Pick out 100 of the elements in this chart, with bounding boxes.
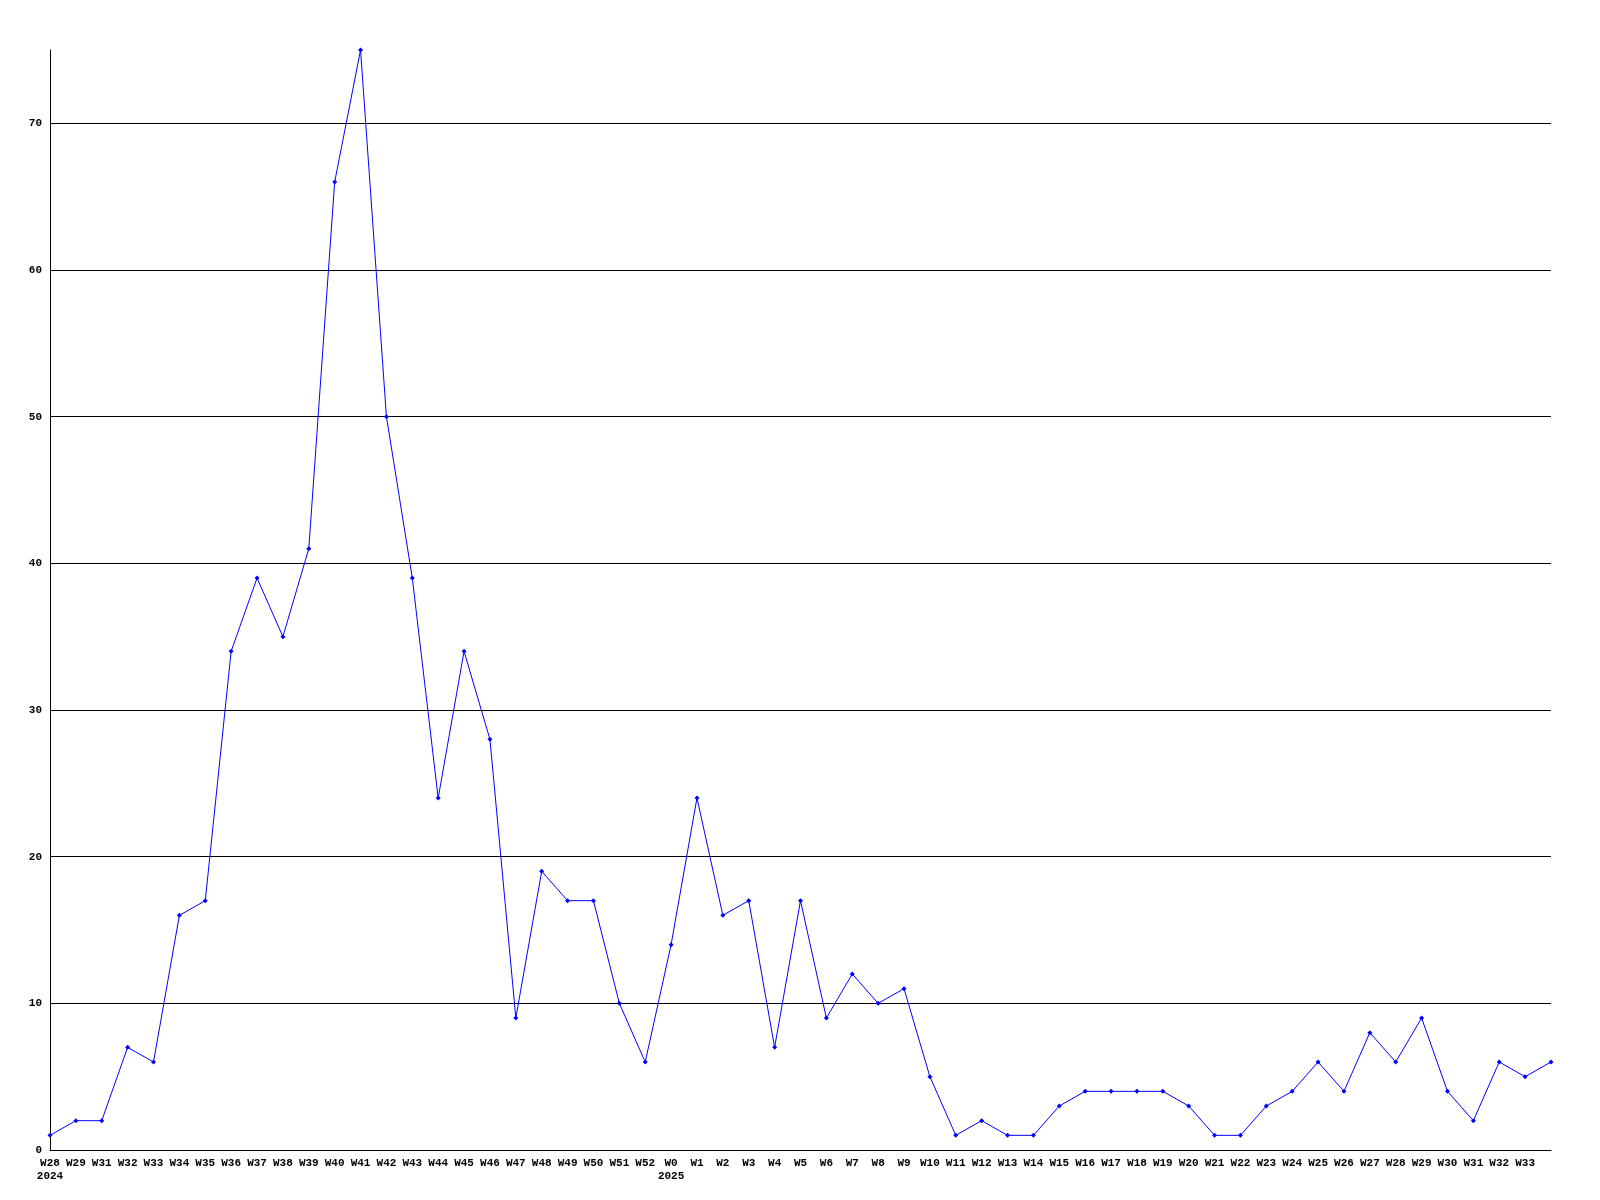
x-tick-label: W8 xyxy=(871,1156,886,1169)
point xyxy=(1056,1103,1062,1109)
point xyxy=(358,47,364,53)
x-tick-label: W49 xyxy=(557,1156,578,1169)
x-tick-label: W25 xyxy=(1308,1156,1329,1169)
point xyxy=(409,575,415,581)
point xyxy=(1419,1015,1425,1021)
point xyxy=(539,868,545,874)
x-tick-label: W12 xyxy=(971,1156,992,1169)
x-tick-label: W50 xyxy=(583,1156,604,1169)
x-tick-label: W31 xyxy=(91,1156,113,1169)
point xyxy=(979,1118,985,1124)
point xyxy=(668,942,674,948)
x-tick-label: W16 xyxy=(1075,1156,1096,1169)
y-tick-label: 30 xyxy=(28,704,42,716)
x-tick-label: W52 xyxy=(635,1156,656,1169)
x-tick-label: W0 2025 xyxy=(657,1156,685,1182)
point xyxy=(1522,1074,1528,1080)
x-tick-label: W22 xyxy=(1230,1156,1251,1169)
x-tick-label: W1 xyxy=(690,1156,704,1169)
point xyxy=(901,986,907,992)
x-tick-label: W33 xyxy=(1515,1156,1536,1169)
x-tick-label: W9 xyxy=(897,1156,911,1169)
x-tick-label: W26 xyxy=(1334,1156,1354,1169)
x-tick-label: W27 xyxy=(1359,1156,1380,1169)
x-tick-label: W34 xyxy=(169,1156,190,1169)
point xyxy=(1005,1132,1011,1138)
x-tick-label: W42 xyxy=(376,1156,397,1169)
x-tick-label: W41 xyxy=(350,1156,371,1169)
y-tick-label: 70 xyxy=(28,117,42,130)
point xyxy=(1263,1103,1269,1109)
x-tick-label: W17 xyxy=(1101,1156,1121,1169)
point xyxy=(1548,1059,1554,1065)
point xyxy=(953,1132,959,1138)
x-tick-label: W28 xyxy=(1385,1156,1407,1169)
point xyxy=(99,1118,105,1124)
y-tick-label: 60 xyxy=(28,264,42,276)
x-tick-label: W2 xyxy=(716,1156,730,1169)
point xyxy=(151,1059,157,1065)
y-tick-label: 0 xyxy=(35,1144,42,1156)
point xyxy=(1367,1030,1373,1036)
x-tick-label: W4 xyxy=(768,1156,782,1169)
y-tick-label: 50 xyxy=(28,410,42,423)
x-tick-label: W32 xyxy=(117,1156,138,1169)
point xyxy=(202,898,208,904)
x-tick-label: W51 xyxy=(609,1156,630,1169)
point xyxy=(590,898,596,904)
point xyxy=(176,912,182,918)
y-tick-label: 10 xyxy=(28,997,42,1010)
point xyxy=(1470,1118,1476,1124)
x-tick-label: W38 xyxy=(273,1156,294,1169)
point xyxy=(1393,1059,1399,1065)
x-tick-label: W18 xyxy=(1127,1156,1148,1169)
point xyxy=(1496,1059,1502,1065)
point xyxy=(565,898,571,904)
point xyxy=(1289,1088,1295,1094)
x-tick-label: W20 xyxy=(1178,1156,1199,1169)
x-tick-label: W47 xyxy=(505,1156,526,1169)
point xyxy=(254,575,260,581)
x-tick-label: W28 2024 xyxy=(36,1156,64,1182)
point xyxy=(875,1000,881,1006)
x-tick-label: W40 xyxy=(324,1156,345,1169)
point xyxy=(927,1074,933,1080)
x-tick-label: W45 xyxy=(454,1156,475,1169)
y-tick-label: 20 xyxy=(28,850,42,863)
x-tick-label: W32 xyxy=(1489,1156,1510,1169)
point xyxy=(1160,1088,1166,1094)
point xyxy=(1134,1088,1140,1094)
point xyxy=(1237,1132,1243,1138)
x-tick-label: W21 xyxy=(1204,1156,1225,1169)
point xyxy=(73,1118,79,1124)
x-tick-label: W24 xyxy=(1282,1156,1303,1169)
x-tick-label: W14 xyxy=(1023,1156,1044,1169)
x-tick-label: W11 xyxy=(945,1156,967,1169)
point xyxy=(772,1044,778,1050)
x-tick-label: W3 xyxy=(742,1156,756,1169)
point xyxy=(513,1015,519,1021)
point xyxy=(642,1059,648,1065)
point xyxy=(849,971,855,977)
point xyxy=(306,546,312,552)
x-tick-label: W36 xyxy=(221,1156,242,1169)
point xyxy=(487,736,493,742)
x-tick-label: W30 xyxy=(1437,1156,1458,1169)
x-tick-label: W7 xyxy=(845,1156,859,1169)
point xyxy=(332,179,338,185)
x-tick-label: W29 xyxy=(1411,1156,1432,1169)
point xyxy=(1315,1059,1321,1065)
point xyxy=(616,1000,622,1006)
x-tick-label: W46 xyxy=(480,1156,500,1169)
x-tick-label: W39 xyxy=(298,1156,319,1169)
point xyxy=(746,898,752,904)
x-tick-label: W29 xyxy=(65,1156,86,1169)
x-tick-label: W5 xyxy=(793,1156,808,1169)
point xyxy=(1082,1088,1088,1094)
point xyxy=(1212,1132,1218,1138)
point xyxy=(1341,1088,1347,1094)
point xyxy=(47,1132,53,1138)
point xyxy=(1186,1103,1192,1109)
x-tick-label: W31 xyxy=(1463,1156,1484,1169)
point xyxy=(823,1015,829,1021)
